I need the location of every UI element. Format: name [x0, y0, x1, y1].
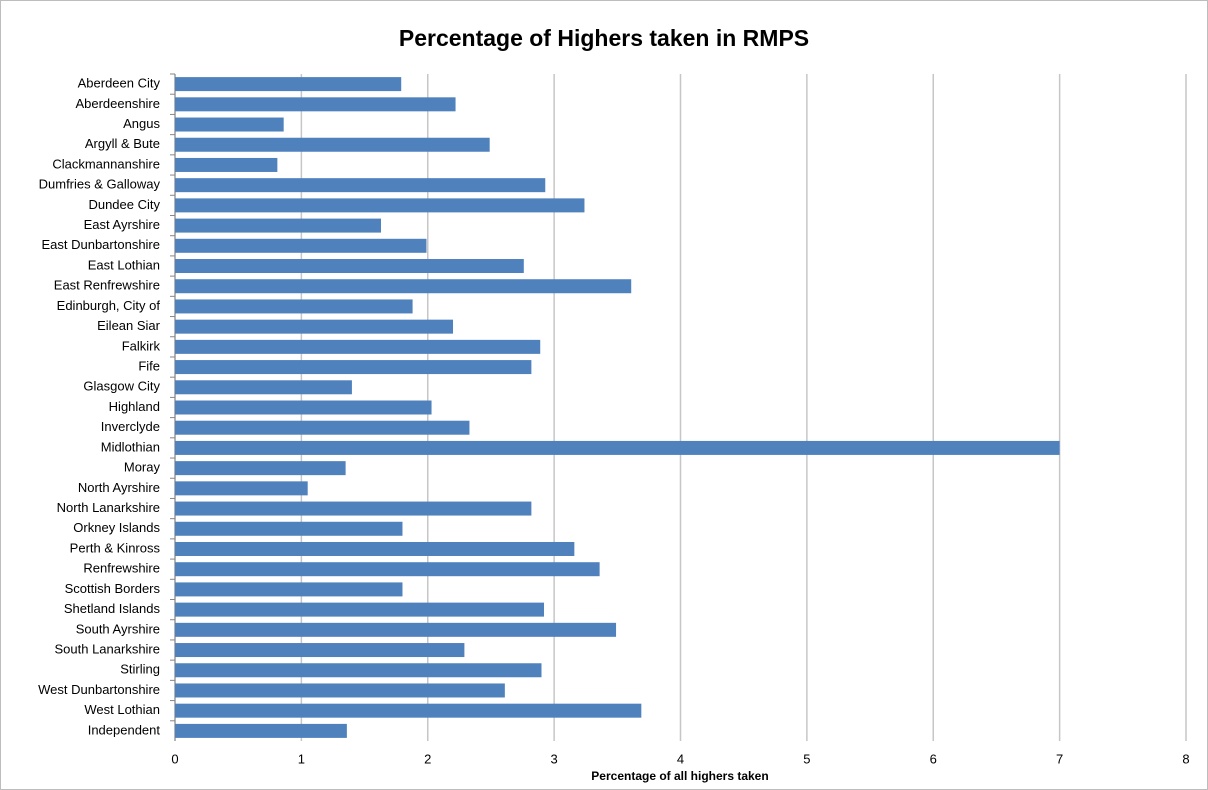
bar [175, 380, 352, 395]
bar [175, 521, 403, 536]
y-tick-label: Glasgow City [83, 379, 160, 394]
bar [175, 602, 545, 617]
x-tick-label: 3 [551, 751, 558, 766]
chart-title: Percentage of Highers taken in RMPS [399, 25, 809, 51]
y-tick-label: Shetland Islands [64, 601, 161, 616]
bar [175, 663, 542, 678]
bar [175, 97, 456, 112]
y-tick-label: Falkirk [122, 338, 161, 353]
y-tick-label: Eilean Siar [97, 318, 161, 333]
bar [175, 703, 642, 718]
x-tick-label: 2 [424, 751, 431, 766]
bar [175, 501, 532, 516]
y-tick-label: Stirling [120, 662, 160, 677]
bar [175, 198, 585, 213]
y-tick-label: West Lothian [84, 702, 160, 717]
x-tick-label: 8 [1182, 751, 1189, 766]
y-tick-label: Argyll & Bute [85, 136, 160, 151]
bar [175, 562, 600, 577]
bar [175, 360, 532, 375]
bar [175, 723, 347, 738]
y-tick-label: Inverclyde [101, 419, 160, 434]
y-tick-label: North Ayrshire [78, 480, 160, 495]
y-tick-label: Clackmannanshire [52, 156, 160, 171]
y-tick-label: Dundee City [88, 197, 160, 212]
y-tick-label: South Lanarkshire [54, 641, 160, 656]
bar [175, 420, 470, 435]
y-tick-label: North Lanarkshire [57, 500, 160, 515]
y-tick-label: West Dunbartonshire [38, 682, 160, 697]
bar [175, 238, 427, 253]
y-tick-label: Aberdeen City [78, 76, 161, 91]
bar [175, 622, 617, 637]
x-tick-label: 0 [171, 751, 178, 766]
y-tick-label: Scottish Borders [65, 581, 161, 596]
y-tick-label: Highland [109, 399, 160, 414]
x-tick-label: 7 [1056, 751, 1063, 766]
y-tick-label: Independent [88, 722, 161, 737]
y-tick-label: East Ayrshire [84, 217, 160, 232]
bar [175, 643, 465, 658]
bar [175, 218, 381, 233]
y-tick-label: Midlothian [101, 439, 160, 454]
bar [175, 178, 546, 193]
bar [175, 117, 284, 132]
bar [175, 259, 524, 274]
y-tick-label: East Dunbartonshire [41, 237, 160, 252]
bar [175, 279, 632, 294]
x-tick-label: 6 [930, 751, 937, 766]
y-tick-label: Moray [124, 460, 161, 475]
y-tick-label: East Lothian [88, 257, 160, 272]
bar [175, 683, 505, 698]
x-tick-label: 4 [677, 751, 684, 766]
bar [175, 157, 278, 172]
y-tick-label: Fife [138, 359, 160, 374]
bar [175, 299, 413, 314]
y-tick-label: Edinburgh, City of [57, 298, 161, 313]
bar [175, 339, 541, 354]
y-tick-label: South Ayrshire [76, 621, 160, 636]
y-tick-label: Dumfries & Galloway [39, 177, 161, 192]
y-tick-label: Angus [123, 116, 160, 131]
bar [175, 319, 454, 334]
x-tick-label: 1 [298, 751, 305, 766]
bar [175, 440, 1060, 455]
bar [175, 461, 346, 476]
y-tick-label: Perth & Kinross [70, 540, 161, 555]
y-tick-label: Aberdeenshire [75, 96, 160, 111]
x-tick-label: 5 [803, 751, 810, 766]
bar [175, 400, 432, 415]
bar [175, 541, 575, 556]
y-tick-label: Orkney Islands [73, 520, 160, 535]
y-tick-label: East Renfrewshire [54, 278, 160, 293]
bar [175, 137, 490, 152]
bar [175, 481, 308, 496]
bar [175, 77, 402, 92]
x-axis-label: Percentage of all highers taken [591, 769, 768, 783]
y-tick-label: Renfrewshire [83, 561, 160, 576]
bar [175, 582, 403, 597]
